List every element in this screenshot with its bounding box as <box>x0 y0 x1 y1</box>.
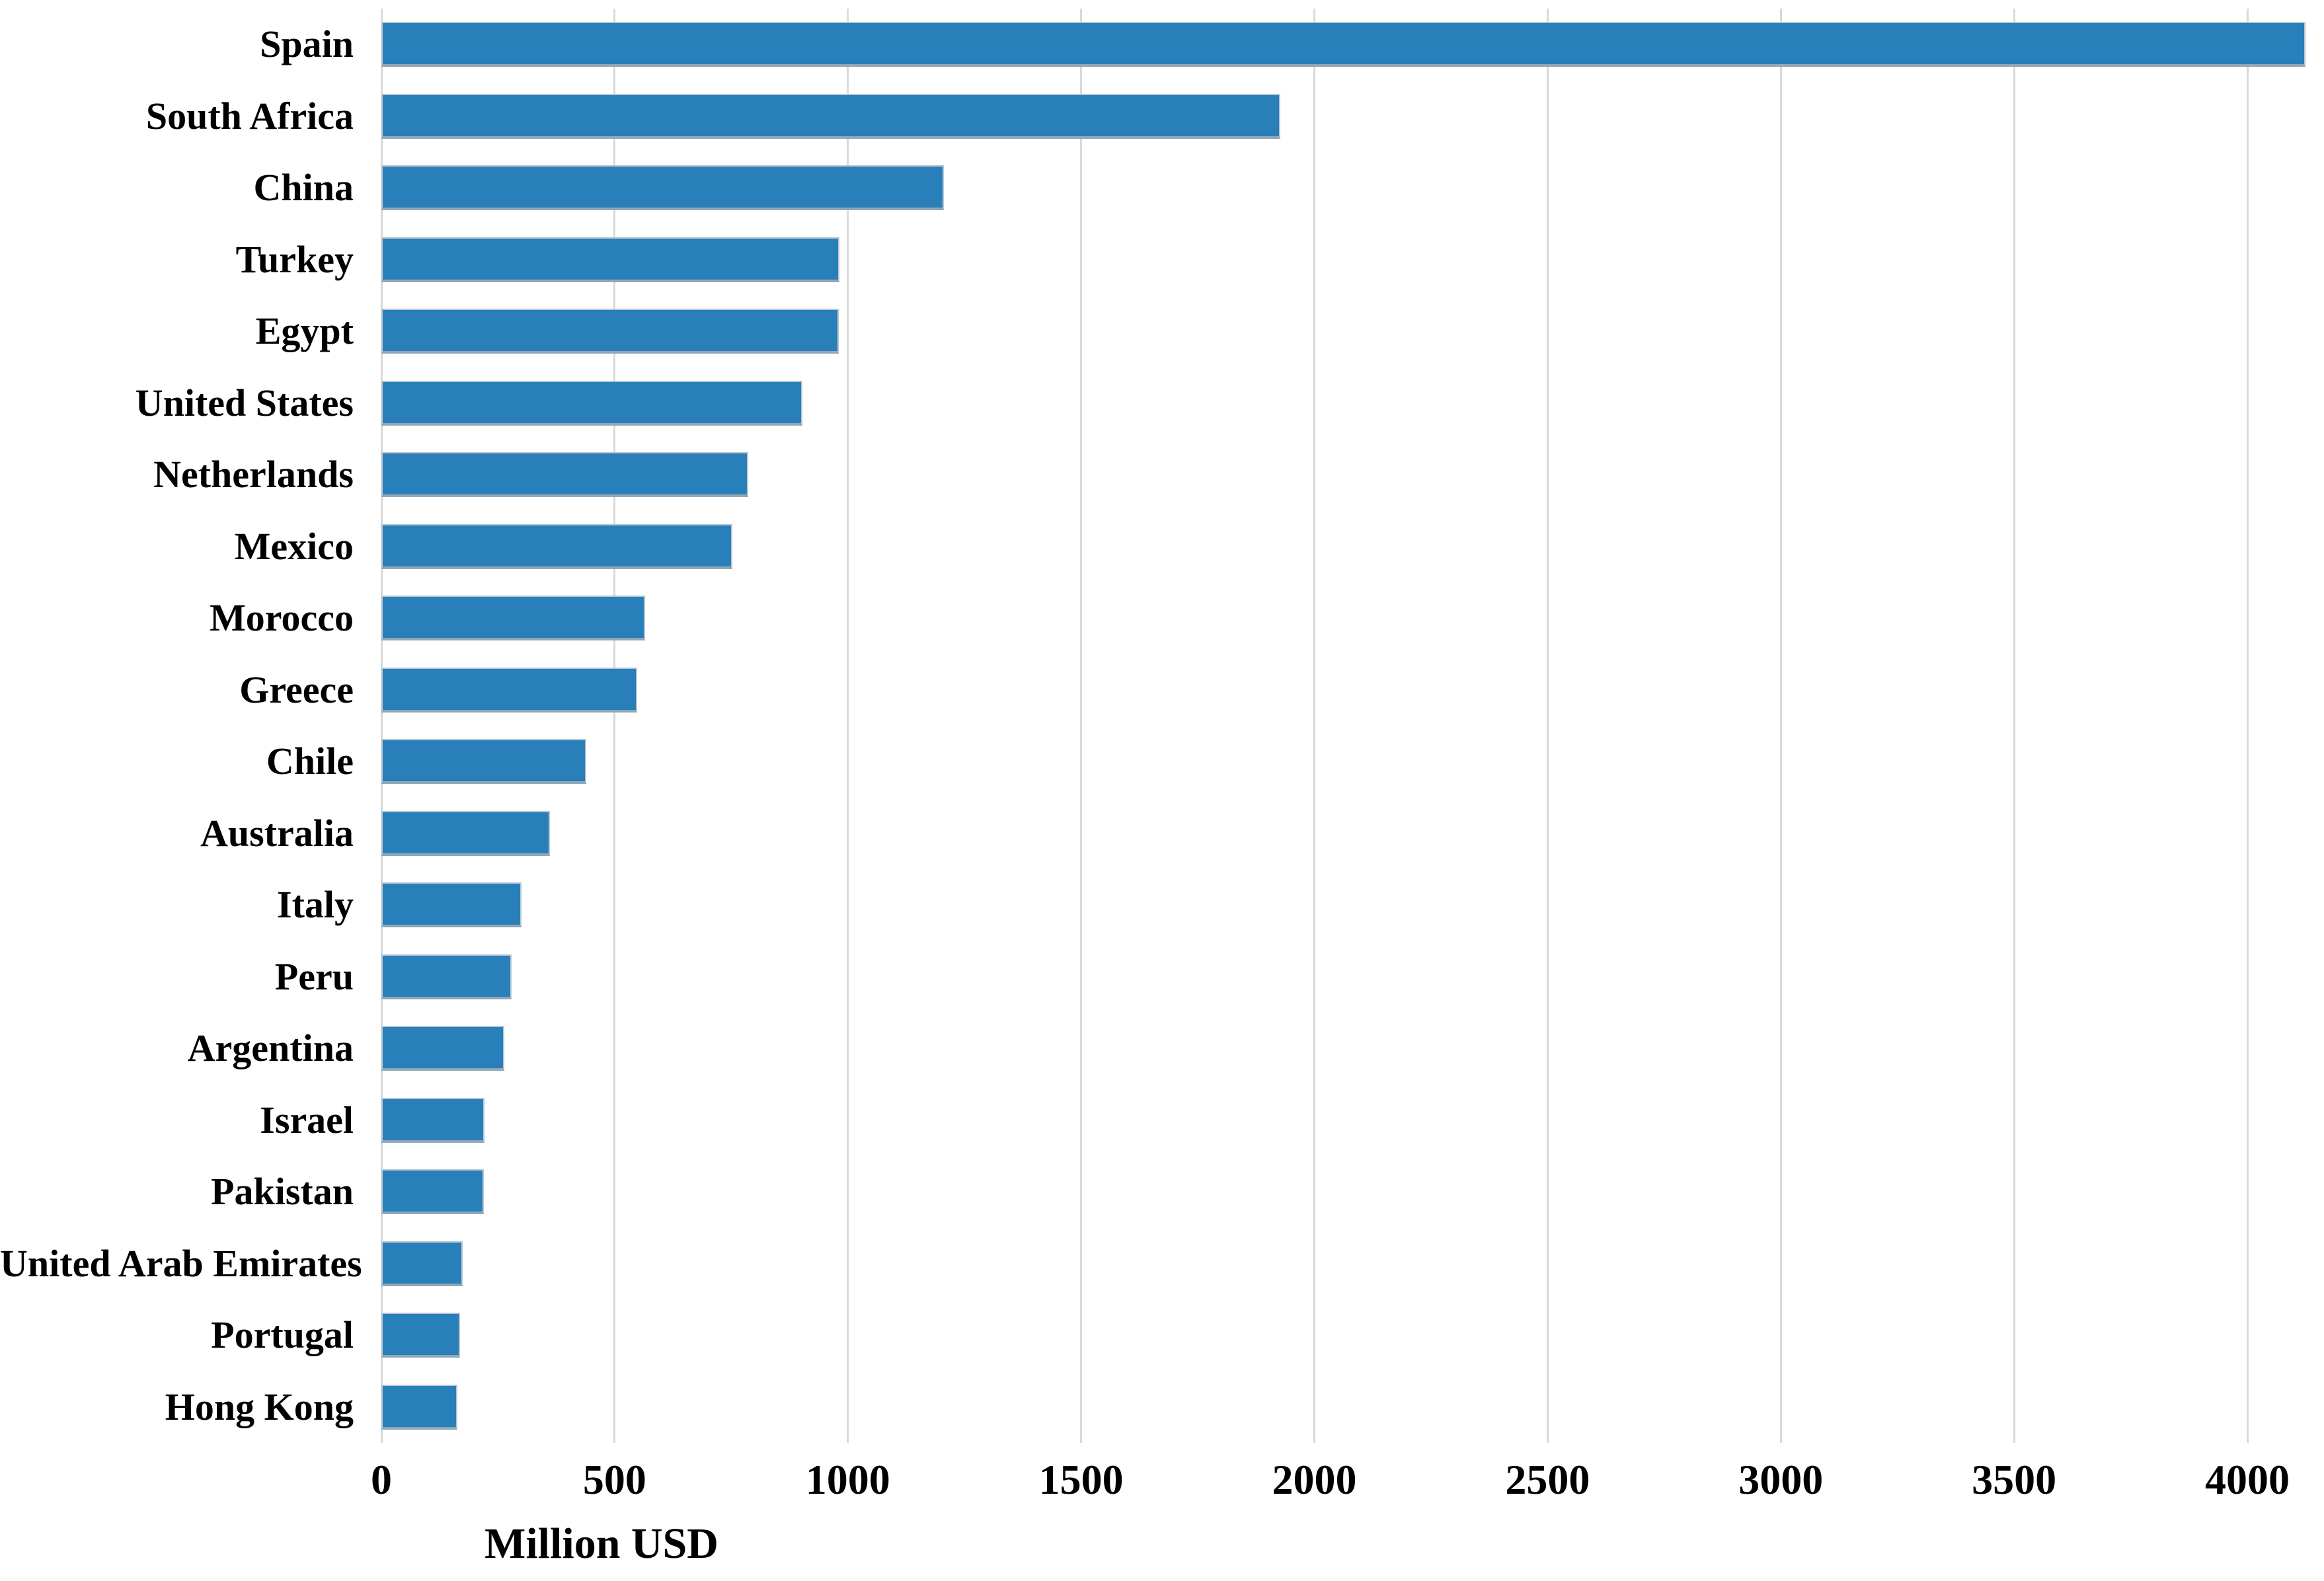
y-axis-label: Spain <box>260 22 354 66</box>
bar <box>381 739 586 785</box>
gridline <box>1779 9 1782 1443</box>
bar <box>381 237 840 282</box>
x-tick-label: 2500 <box>1505 1456 1590 1503</box>
bar <box>381 1313 461 1358</box>
bar <box>381 93 1280 139</box>
y-axis-label: Turkey <box>235 237 354 281</box>
y-axis-label: Italy <box>277 883 354 927</box>
bar <box>381 452 748 498</box>
x-tick-label: 3500 <box>1972 1456 2057 1503</box>
y-axis-label: Australia <box>200 811 354 855</box>
y-axis-label: Morocco <box>210 596 354 640</box>
bar <box>381 667 637 713</box>
bar <box>381 1026 505 1071</box>
bar <box>381 380 803 426</box>
bar <box>381 523 732 569</box>
y-axis-label: United States <box>135 381 354 424</box>
bar <box>381 1097 484 1143</box>
bar <box>381 309 839 354</box>
x-tick-label: 3000 <box>1738 1456 1824 1503</box>
bar <box>381 810 551 856</box>
gridline <box>1546 9 1549 1443</box>
gridline <box>847 9 849 1443</box>
x-tick-label: 0 <box>371 1456 392 1503</box>
x-tick-label: 1500 <box>1038 1456 1124 1503</box>
gridline <box>380 9 383 1443</box>
y-axis-label: Israel <box>260 1098 354 1141</box>
gridline <box>1313 9 1315 1443</box>
y-axis-label: Chile <box>266 740 354 783</box>
y-axis-label: United Arab Emirates <box>0 1241 362 1285</box>
y-axis-label: Hong Kong <box>165 1385 354 1428</box>
x-axis-title: Million USD <box>484 1520 718 1568</box>
gridline <box>2013 9 2015 1443</box>
bar <box>381 596 645 641</box>
y-axis-label: Netherlands <box>153 453 354 496</box>
bar <box>381 1169 484 1215</box>
x-tick-label: 1000 <box>805 1456 890 1503</box>
x-tick-label: 500 <box>582 1456 646 1503</box>
y-axis-label: Egypt <box>255 309 354 353</box>
gridline <box>613 9 616 1443</box>
bar <box>381 1241 463 1286</box>
y-axis-label: Argentina <box>187 1026 354 1070</box>
bar <box>381 882 522 928</box>
bar <box>381 1384 458 1430</box>
x-tick-label: 2000 <box>1272 1456 1357 1503</box>
gridline <box>2246 9 2249 1443</box>
bar <box>381 22 2306 67</box>
y-axis-label: Greece <box>239 668 354 711</box>
y-axis-label: Peru <box>274 954 354 998</box>
y-axis-label: South Africa <box>145 94 354 137</box>
y-axis-label: Pakistan <box>211 1170 354 1214</box>
gridline <box>1080 9 1083 1443</box>
y-axis-label: Portugal <box>211 1313 354 1357</box>
x-tick-label: 4000 <box>2205 1456 2290 1503</box>
bar <box>381 165 945 211</box>
bar <box>381 954 512 999</box>
y-axis-label: Mexico <box>234 524 354 568</box>
y-axis-label: China <box>253 166 354 210</box>
